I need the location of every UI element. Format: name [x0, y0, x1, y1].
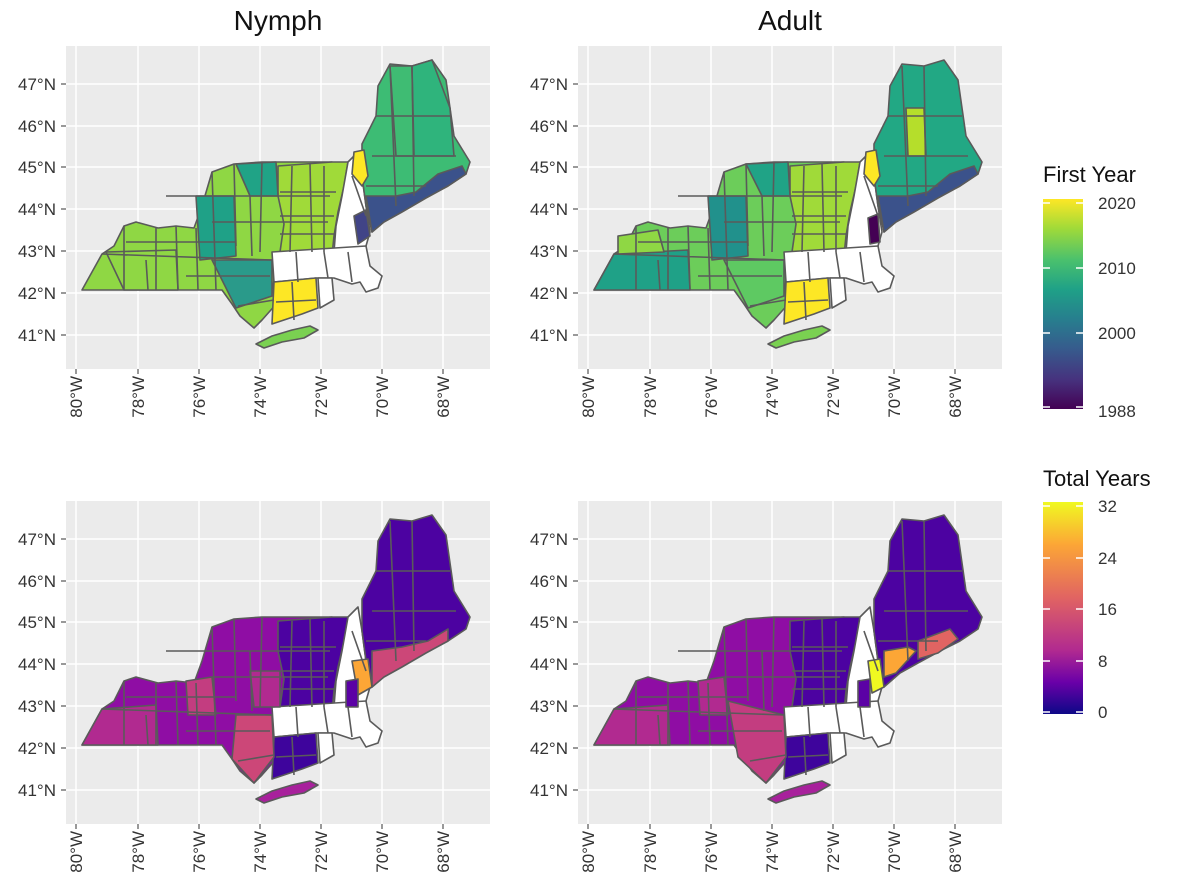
x-tick-label: 68°W	[434, 376, 453, 418]
y-tick-label: 47°N	[530, 75, 568, 94]
legend-total-years-colorbar	[1043, 502, 1083, 714]
x-tick-label: 76°W	[190, 376, 209, 418]
y-tick-label: 42°N	[530, 739, 568, 758]
y-tick-label: 44°N	[530, 200, 568, 219]
x-tick-label: 80°W	[67, 831, 86, 873]
x-tick-label: 72°W	[312, 376, 331, 418]
x-tick-label: 70°W	[885, 831, 904, 873]
x-tick-label: 70°W	[885, 376, 904, 418]
y-tick-label: 45°N	[18, 158, 56, 177]
y-tick-label: 47°N	[530, 530, 568, 549]
y-tick-label: 44°N	[18, 200, 56, 219]
x-tick-label: 72°W	[824, 831, 843, 873]
y-tick-label: 44°N	[530, 655, 568, 674]
y-tick-label: 46°N	[18, 117, 56, 136]
panel-adult-total-years	[578, 501, 1002, 824]
legend-total-years-label: 8	[1098, 652, 1107, 671]
x-tick-label: 78°W	[129, 831, 148, 873]
x-tick-label: 72°W	[824, 376, 843, 418]
panel-adult-first-year	[578, 46, 1002, 369]
adult-column-title: Adult	[758, 5, 822, 36]
y-tick-label: 41°N	[18, 326, 56, 345]
panel-nymph-total-years	[66, 501, 490, 824]
y-tick-label: 45°N	[18, 613, 56, 632]
x-tick-label: 68°W	[946, 376, 965, 418]
legend-first-year-label: 2020	[1098, 194, 1136, 213]
y-tick-label: 41°N	[18, 781, 56, 800]
legend-first-year-colorbar	[1043, 199, 1083, 409]
legend-total-years-label: 0	[1098, 703, 1107, 722]
x-tick-label: 80°W	[579, 376, 598, 418]
x-tick-label: 74°W	[763, 376, 782, 418]
y-tick-label: 42°N	[18, 284, 56, 303]
x-tick-label: 72°W	[312, 831, 331, 873]
y-tick-label: 44°N	[18, 655, 56, 674]
x-tick-label: 76°W	[190, 831, 209, 873]
legend-total-years-label: 24	[1098, 549, 1117, 568]
x-tick-label: 78°W	[129, 376, 148, 418]
x-tick-label: 68°W	[434, 831, 453, 873]
legend-first-year-label: 2000	[1098, 324, 1136, 343]
x-tick-label: 74°W	[251, 831, 270, 873]
y-tick-label: 46°N	[18, 572, 56, 591]
x-tick-label: 74°W	[251, 376, 270, 418]
legend-total-years-label: 32	[1098, 497, 1117, 516]
y-tick-label: 46°N	[530, 117, 568, 136]
y-tick-label: 45°N	[530, 613, 568, 632]
y-tick-label: 43°N	[530, 242, 568, 261]
y-tick-label: 43°N	[530, 697, 568, 716]
y-tick-label: 45°N	[530, 158, 568, 177]
axis-labels: 41°N 42°N 43°N 44°N 45°N 46°N 47°N 80°W 78°W 76°W…	[18, 75, 965, 873]
legend-total-years: Total Years 32 24 16 8 0	[1043, 466, 1151, 722]
y-tick-label: 43°N	[18, 242, 56, 261]
legend-first-year: First Year 2020 2010 2000 1988	[1043, 162, 1136, 421]
nymph-column-title: Nymph	[234, 5, 323, 36]
x-tick-label: 70°W	[373, 831, 392, 873]
panel-nymph-first-year	[66, 46, 490, 369]
y-tick-label: 47°N	[18, 530, 56, 549]
y-tick-label: 42°N	[18, 739, 56, 758]
x-tick-label: 78°W	[641, 831, 660, 873]
x-tick-label: 76°W	[702, 376, 721, 418]
y-tick-label: 47°N	[18, 75, 56, 94]
legend-total-years-label: 16	[1098, 600, 1117, 619]
y-tick-label: 41°N	[530, 326, 568, 345]
legend-first-year-label: 1988	[1098, 402, 1136, 421]
y-tick-label: 43°N	[18, 697, 56, 716]
legend-first-year-label: 2010	[1098, 259, 1136, 278]
legend-total-years-title: Total Years	[1043, 466, 1151, 491]
y-tick-label: 41°N	[530, 781, 568, 800]
x-tick-label: 80°W	[67, 376, 86, 418]
y-tick-label: 46°N	[530, 572, 568, 591]
x-tick-label: 76°W	[702, 831, 721, 873]
x-tick-label: 68°W	[946, 831, 965, 873]
x-tick-label: 78°W	[641, 376, 660, 418]
x-tick-label: 74°W	[763, 831, 782, 873]
legend-first-year-title: First Year	[1043, 162, 1136, 187]
x-tick-label: 80°W	[579, 831, 598, 873]
x-tick-label: 70°W	[373, 376, 392, 418]
y-tick-label: 42°N	[530, 284, 568, 303]
